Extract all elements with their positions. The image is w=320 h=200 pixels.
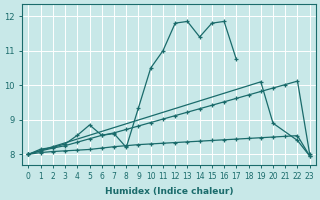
X-axis label: Humidex (Indice chaleur): Humidex (Indice chaleur) bbox=[105, 187, 233, 196]
